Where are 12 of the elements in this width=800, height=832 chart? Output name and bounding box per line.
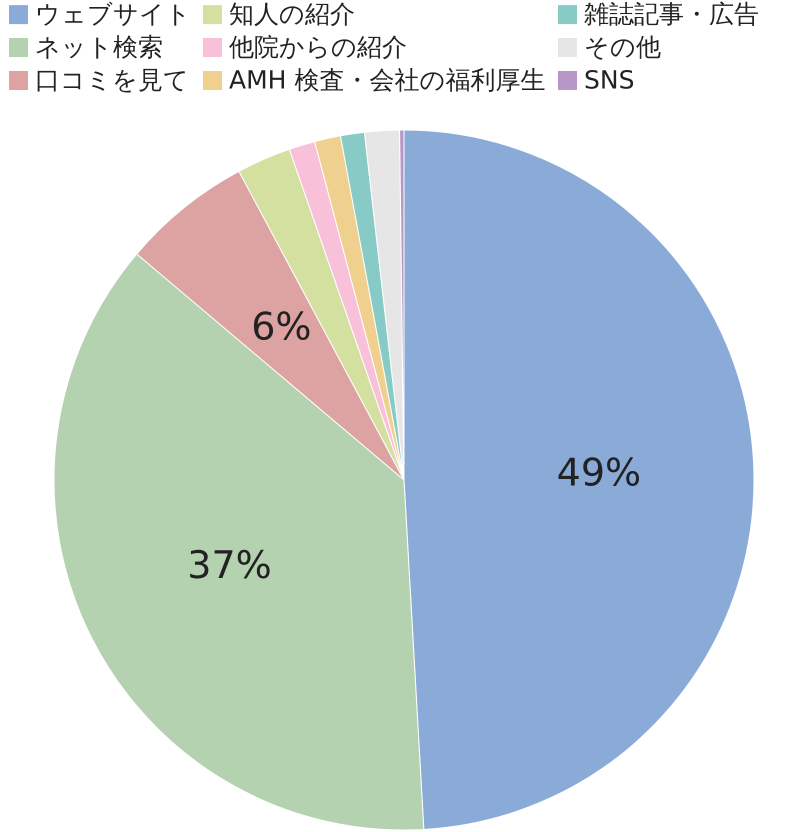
data-label: 37% <box>187 543 272 588</box>
data-label: 6% <box>251 304 312 348</box>
legend-label: 知人の紹介 <box>229 0 355 29</box>
legend-label: 雑誌記事・広告 <box>584 0 759 29</box>
legend-label: SNS <box>584 66 634 94</box>
data-label: 49% <box>556 450 642 494</box>
legend-label: その他 <box>584 32 661 62</box>
legend-label: ウェブサイト <box>35 0 191 29</box>
legend-label: 他院からの紹介 <box>229 32 407 62</box>
legend-label: ネット検索 <box>35 32 163 62</box>
legend-label: 口コミを見て <box>35 66 189 94</box>
legend-label: AMH 検査・会社の福利厚生 <box>229 66 546 94</box>
